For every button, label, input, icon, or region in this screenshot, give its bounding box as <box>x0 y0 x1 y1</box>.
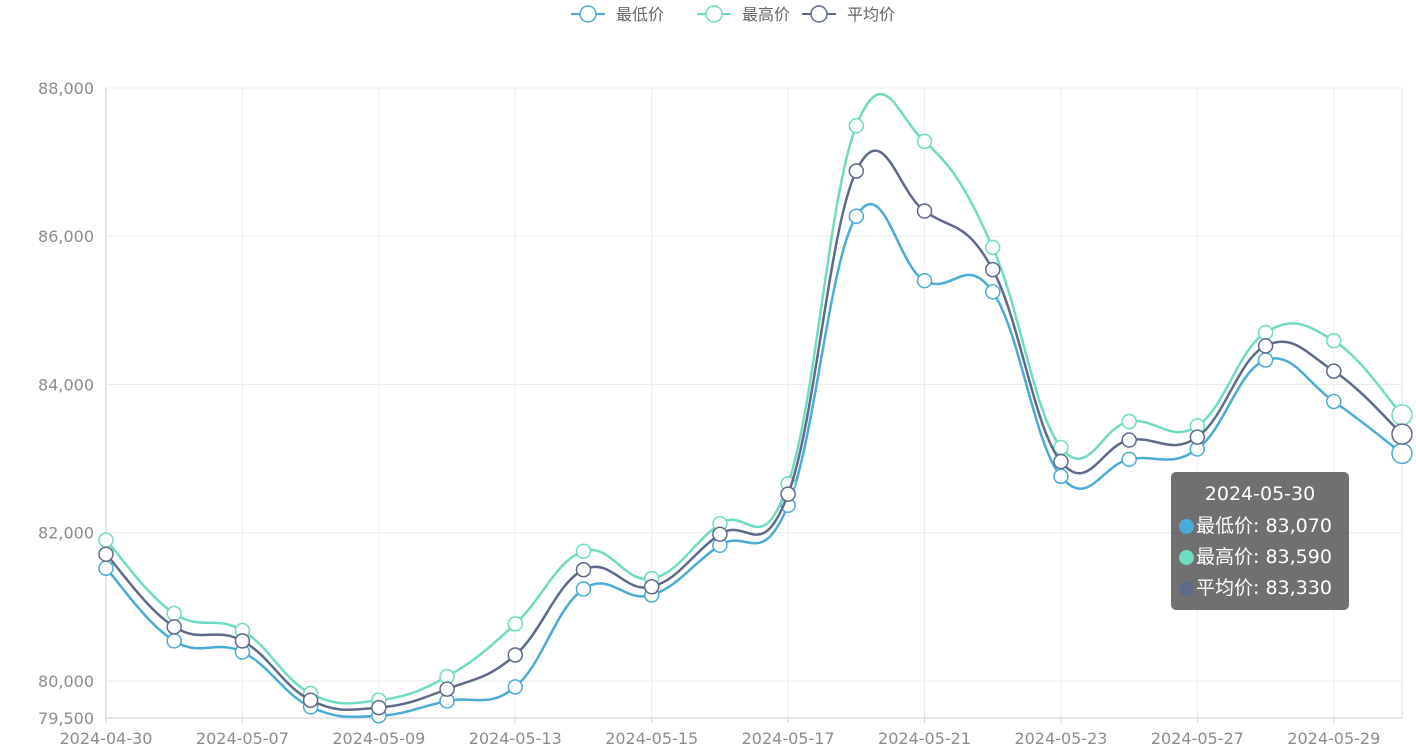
data-point <box>1257 338 1274 354</box>
data-point <box>507 679 524 695</box>
data-point <box>984 239 1001 256</box>
legend-label: 平均价 <box>847 5 895 24</box>
data-point <box>166 605 182 622</box>
y-tick-label: 82,000 <box>38 524 94 543</box>
data-point <box>1053 468 1069 485</box>
y-axis-ticks: 79,500 80,000 82,000 84,000 86,000 88,000 <box>38 79 94 728</box>
data-point <box>507 616 524 632</box>
data-point <box>780 486 796 502</box>
data-point <box>643 579 660 595</box>
data-point <box>575 581 592 597</box>
y-tick-label: 86,000 <box>38 227 94 246</box>
data-point <box>1121 451 1137 468</box>
data-point <box>1257 352 1274 368</box>
legend-item[interactable]: 平均价 <box>802 5 895 24</box>
axes <box>105 88 1402 719</box>
y-tick-label: 84,000 <box>38 375 94 394</box>
data-point <box>1326 332 1342 349</box>
data-point <box>234 633 251 649</box>
tooltip-label-min: 最低价: 83,070 <box>1196 515 1332 537</box>
data-point <box>848 118 865 134</box>
x-axis-ticks: 2024-04-30 2024-05-07 2024-05-09 2024-05-13… <box>60 718 1380 745</box>
series-avg-price <box>98 149 1413 716</box>
tooltip-label-avg: 平均价: 83,330 <box>1196 577 1332 599</box>
x-tick-label: 2024-04-30 <box>60 729 153 745</box>
data-point <box>1326 393 1342 410</box>
legend-label: 最低价 <box>616 5 664 24</box>
tooltip-dot-max <box>1179 550 1194 565</box>
data-point <box>98 532 114 548</box>
x-tick-label: 2024-05-09 <box>332 729 425 745</box>
data-point <box>984 284 1001 300</box>
data-point <box>916 272 933 289</box>
legend-circle-icon <box>579 5 597 23</box>
y-tick-label: 80,000 <box>38 672 94 691</box>
tooltip-dot-min <box>1179 519 1194 534</box>
tooltip-title: 2024-05-30 <box>1204 483 1316 505</box>
data-point <box>848 208 865 224</box>
data-point <box>166 633 182 649</box>
data-point <box>1391 442 1413 465</box>
tooltip-row-avg: 平均价: 83,330 <box>1179 573 1341 604</box>
tooltip-row-min: 最低价: 83,070 <box>1179 511 1341 542</box>
data-point <box>575 543 592 559</box>
data-point <box>439 681 455 697</box>
legend-label: 最高价 <box>742 5 790 24</box>
x-tick-label: 2024-05-17 <box>742 729 835 745</box>
tooltip-dot-avg <box>1179 581 1194 596</box>
data-point <box>1121 413 1137 430</box>
data-point <box>98 546 114 562</box>
tooltip-label-max: 最高价: 83,590 <box>1196 546 1332 568</box>
data-point <box>916 203 933 219</box>
tooltip-row-max: 最高价: 83,590 <box>1179 542 1341 573</box>
series-lines[interactable] <box>98 92 1413 724</box>
tooltip: 2024-05-30 最低价: 83,070 最高价: 83,590 平均价: … <box>1171 472 1349 610</box>
x-tick-label: 2024-05-27 <box>1151 729 1244 745</box>
legend-item[interactable]: 最低价 <box>571 5 664 24</box>
x-tick-label: 2024-05-29 <box>1287 729 1380 745</box>
series-max-price <box>98 92 1413 708</box>
data-point <box>371 699 387 716</box>
data-point <box>1391 404 1413 426</box>
data-point <box>166 619 182 635</box>
series-line <box>105 203 1403 719</box>
legend-circle-icon <box>705 5 723 23</box>
data-point <box>575 562 592 578</box>
data-point <box>1053 453 1069 470</box>
legend-circle-icon <box>810 5 828 23</box>
x-tick-label: 2024-05-23 <box>1014 729 1107 745</box>
legend-item[interactable]: 最高价 <box>697 5 790 24</box>
data-point <box>1391 423 1413 445</box>
data-point <box>1326 363 1342 379</box>
x-tick-label: 2024-05-07 <box>196 729 289 745</box>
series-min-price <box>98 203 1413 724</box>
data-point <box>984 261 1001 278</box>
data-point <box>916 133 933 150</box>
data-point <box>1257 324 1274 341</box>
data-point <box>98 560 114 577</box>
series-line <box>105 149 1403 712</box>
legend[interactable]: 最低价 最高价 平均价 <box>571 5 895 24</box>
y-tick-label: 79,500 <box>38 709 94 728</box>
data-point <box>848 163 865 179</box>
data-point <box>302 692 319 708</box>
series-line <box>105 92 1403 705</box>
data-point <box>507 647 524 663</box>
data-point <box>1121 432 1137 448</box>
x-tick-label: 2024-05-15 <box>605 729 698 745</box>
x-tick-label: 2024-05-13 <box>469 729 562 745</box>
grid-lines <box>105 87 1403 718</box>
x-tick-label: 2024-05-21 <box>878 729 971 745</box>
y-tick-label: 88,000 <box>38 79 94 98</box>
data-point <box>712 526 728 542</box>
data-point <box>1189 429 1206 445</box>
